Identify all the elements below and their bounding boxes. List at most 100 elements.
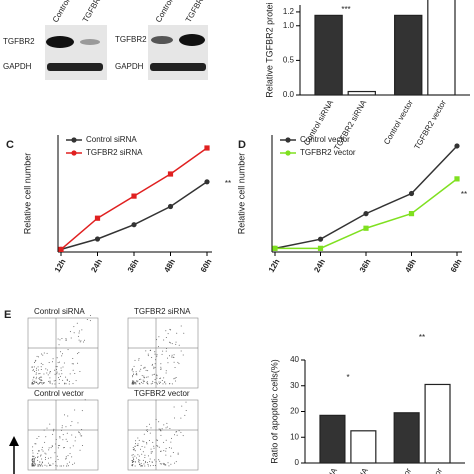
event [154,382,156,384]
event [56,371,58,373]
event [63,362,65,364]
event [146,443,148,445]
event [33,460,35,462]
event [135,371,137,373]
event [154,459,156,461]
x-tick-label: siRNA [351,466,370,474]
event [138,379,140,381]
event [145,350,147,352]
event [170,437,172,439]
event [41,449,43,451]
flow-label: Control siRNA [34,307,85,316]
event [71,363,73,365]
marker [363,225,369,231]
event [145,429,147,431]
event [40,362,42,364]
event [160,366,162,368]
event [170,447,172,449]
marker [272,245,278,251]
event [131,369,133,371]
event [146,382,148,384]
event [138,459,140,461]
event [163,377,165,379]
event [147,455,149,457]
event [165,330,167,332]
event [74,372,76,374]
event [173,417,175,419]
event [41,458,43,460]
event [54,373,56,375]
event [147,355,149,357]
event [81,429,83,431]
event [78,330,80,332]
event [65,458,67,460]
event [48,362,50,364]
event [31,464,33,466]
event [140,368,142,370]
event [135,440,137,442]
event [43,382,45,384]
event [167,333,169,335]
event [157,383,159,385]
event [60,369,62,371]
event [46,372,48,374]
event [132,446,134,448]
annotation: ** [225,179,231,188]
event [32,379,34,381]
event [171,383,173,385]
event [37,457,39,459]
event [32,369,34,371]
event [154,379,156,381]
event [37,456,39,458]
event [46,465,48,467]
event [44,464,46,466]
event [158,459,160,461]
event [44,458,46,460]
event [51,445,53,447]
event [165,383,167,385]
event [134,445,136,447]
event [65,457,67,459]
event [168,355,170,357]
event [149,349,151,351]
event [138,359,140,361]
event [35,359,37,361]
event [65,376,67,378]
event [174,366,176,368]
event [180,350,182,352]
event [56,366,58,368]
event [169,427,171,429]
event [184,414,186,416]
event [159,428,161,430]
event [58,361,60,363]
event [36,376,38,378]
event [63,447,65,449]
event [172,356,174,358]
event [160,434,162,436]
event [132,375,134,377]
event [139,459,141,461]
event [56,455,58,457]
event [33,381,35,383]
event [137,380,139,382]
event [66,378,68,380]
event [78,339,80,341]
event [37,366,39,368]
event [41,376,43,378]
event [182,435,184,437]
event [55,461,57,463]
band [151,36,173,44]
bar [394,14,423,96]
event [32,450,34,452]
event [38,465,40,467]
event [165,450,167,452]
event [134,381,136,383]
event [176,332,178,334]
event [139,370,141,372]
event [160,368,162,370]
event [180,325,182,327]
marker [58,246,64,252]
event [48,447,50,449]
event [141,453,143,455]
